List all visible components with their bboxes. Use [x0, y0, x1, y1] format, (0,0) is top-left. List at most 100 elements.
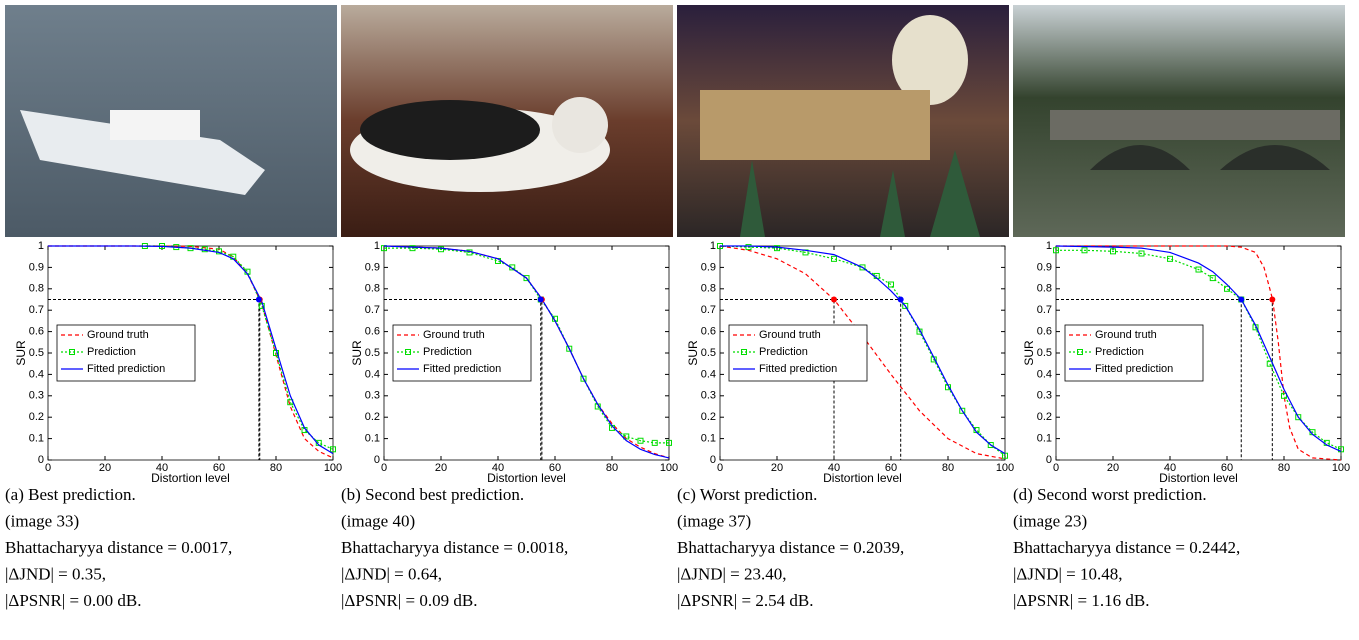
- caption-line: |ΔPSNR| = 0.00 dB.: [5, 591, 141, 610]
- caption-line: (a) Best prediction.: [5, 485, 136, 504]
- x-axis-label: Distortion level: [1159, 471, 1238, 485]
- caption-line: |ΔPSNR| = 0.09 dB.: [341, 591, 477, 610]
- legend-label: Fitted prediction: [1095, 363, 1173, 375]
- y-axis-label: SUR: [350, 340, 364, 366]
- photo: [5, 5, 337, 237]
- jnd-point: [898, 297, 904, 303]
- x-tick-label: 80: [270, 462, 282, 474]
- y-axis-label: SUR: [1022, 340, 1036, 366]
- y-tick-label: 0.5: [1037, 347, 1052, 359]
- y-tick-label: 1: [1046, 240, 1052, 252]
- caption-line: (d) Second worst prediction.: [1013, 485, 1207, 504]
- x-tick-label: 80: [942, 462, 954, 474]
- y-tick-label: 1: [38, 240, 44, 252]
- y-tick-label: 0.8: [1037, 283, 1052, 295]
- legend-label: Prediction: [1095, 346, 1144, 358]
- x-tick-label: 0: [381, 462, 387, 474]
- y-tick-label: 0.5: [365, 347, 380, 359]
- caption-line: |ΔJND| = 0.35,: [5, 565, 106, 584]
- x-axis-label: Distortion level: [487, 471, 566, 485]
- y-tick-label: 0.6: [365, 326, 380, 338]
- y-tick-label: 0.3: [365, 390, 380, 402]
- y-tick-label: 0.4: [701, 368, 716, 380]
- y-tick-label: 0.5: [701, 347, 716, 359]
- y-tick-label: 0.4: [29, 368, 44, 380]
- caption-line: (b) Second best prediction.: [341, 485, 524, 504]
- caption-line: |ΔPSNR| = 1.16 dB.: [1013, 591, 1149, 610]
- y-tick-label: 0.6: [1037, 326, 1052, 338]
- jnd-point: [1269, 297, 1275, 303]
- legend-label: Ground truth: [423, 329, 485, 341]
- caption-line: |ΔJND| = 23.40,: [677, 565, 787, 584]
- y-tick-label: 0: [38, 454, 44, 466]
- y-tick-label: 0.8: [365, 283, 380, 295]
- caption-line: Bhattacharyya distance = 0.0018,: [341, 538, 568, 557]
- x-axis-label: Distortion level: [823, 471, 902, 485]
- jnd-point: [538, 297, 544, 303]
- caption-line: (c) Worst prediction.: [677, 485, 817, 504]
- x-tick-label: 20: [1107, 462, 1119, 474]
- legend-label: Fitted prediction: [759, 363, 837, 375]
- legend-label: Prediction: [87, 346, 136, 358]
- jnd-point: [831, 297, 837, 303]
- x-tick-label: 100: [1332, 462, 1350, 474]
- x-tick-label: 0: [717, 462, 723, 474]
- y-tick-label: 0.3: [1037, 390, 1052, 402]
- x-tick-label: 20: [435, 462, 447, 474]
- y-axis-label: SUR: [14, 340, 28, 366]
- legend-label: Ground truth: [87, 329, 149, 341]
- y-tick-label: 0.2: [1037, 411, 1052, 423]
- y-tick-label: 0.9: [701, 261, 716, 273]
- x-tick-label: 100: [660, 462, 678, 474]
- y-tick-label: 0.6: [701, 326, 716, 338]
- photo: [341, 5, 673, 237]
- y-tick-label: 0.1: [701, 433, 716, 445]
- y-tick-label: 0.9: [29, 261, 44, 273]
- legend-label: Prediction: [423, 346, 472, 358]
- y-axis-label: SUR: [686, 340, 700, 366]
- y-tick-label: 0.4: [1037, 368, 1052, 380]
- y-tick-label: 0.5: [29, 347, 44, 359]
- caption-line: (image 37): [677, 512, 751, 531]
- x-tick-label: 20: [99, 462, 111, 474]
- figure: 00.10.20.30.40.50.60.70.80.9102040608010…: [0, 0, 1359, 635]
- legend-label: Prediction: [759, 346, 808, 358]
- jnd-point: [256, 297, 262, 303]
- y-tick-label: 0.4: [365, 368, 380, 380]
- caption-line: |ΔJND| = 0.64,: [341, 565, 442, 584]
- caption-line: |ΔJND| = 10.48,: [1013, 565, 1123, 584]
- caption-line: Bhattacharyya distance = 0.0017,: [5, 538, 232, 557]
- y-tick-label: 0: [1046, 454, 1052, 466]
- y-tick-label: 0: [710, 454, 716, 466]
- y-tick-label: 0.1: [1037, 433, 1052, 445]
- legend-label: Ground truth: [1095, 329, 1157, 341]
- y-tick-label: 0.2: [365, 411, 380, 423]
- caption-line: Bhattacharyya distance = 0.2039,: [677, 538, 904, 557]
- x-tick-label: 100: [996, 462, 1014, 474]
- y-tick-label: 0.3: [29, 390, 44, 402]
- legend-label: Fitted prediction: [87, 363, 165, 375]
- x-tick-label: 80: [606, 462, 618, 474]
- jnd-point: [1238, 297, 1244, 303]
- y-tick-label: 0.7: [1037, 304, 1052, 316]
- x-tick-label: 80: [1278, 462, 1290, 474]
- caption-line: (image 40): [341, 512, 415, 531]
- x-tick-label: 20: [771, 462, 783, 474]
- y-tick-label: 0.1: [29, 433, 44, 445]
- legend-label: Fitted prediction: [423, 363, 501, 375]
- y-tick-label: 0.8: [701, 283, 716, 295]
- x-axis-label: Distortion level: [151, 471, 230, 485]
- y-tick-label: 1: [710, 240, 716, 252]
- y-tick-label: 0.2: [701, 411, 716, 423]
- photo: [1013, 5, 1345, 237]
- legend-label: Ground truth: [759, 329, 821, 341]
- y-tick-label: 0.9: [365, 261, 380, 273]
- y-tick-label: 0.6: [29, 326, 44, 338]
- x-tick-label: 100: [324, 462, 342, 474]
- y-tick-label: 0.1: [365, 433, 380, 445]
- caption-line: (image 23): [1013, 512, 1087, 531]
- y-tick-label: 0.9: [1037, 261, 1052, 273]
- x-tick-label: 0: [1053, 462, 1059, 474]
- y-tick-label: 0: [374, 454, 380, 466]
- y-tick-label: 0.7: [701, 304, 716, 316]
